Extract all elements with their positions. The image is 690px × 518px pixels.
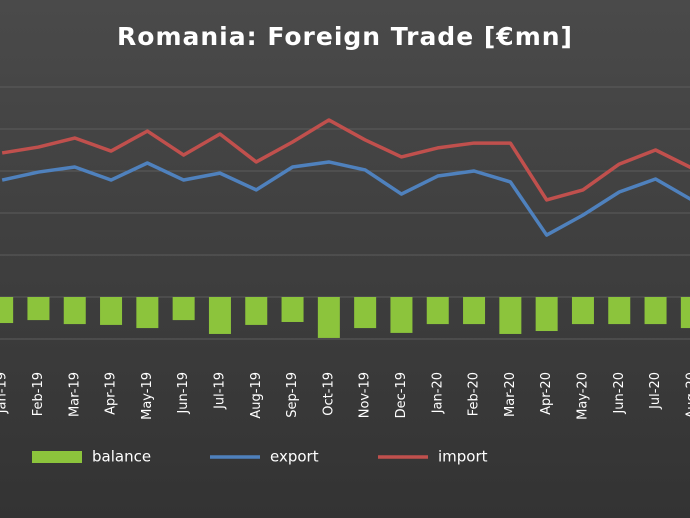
bar <box>390 297 413 333</box>
x-tick-label: Jul-20 <box>648 372 663 410</box>
x-tick-label: Sep-19 <box>285 372 300 418</box>
x-tick-label: Jun-19 <box>176 372 191 415</box>
x-tick-label: Mar-19 <box>67 372 82 417</box>
x-tick-label: Jun-20 <box>612 372 627 415</box>
x-tick-label: Jan-20 <box>430 372 445 414</box>
x-tick-label: Aug-20 <box>684 372 690 419</box>
x-tick-label: May-20 <box>575 372 590 420</box>
bar <box>208 297 231 334</box>
legend-label: export <box>270 448 319 466</box>
x-tick-label: Apr-19 <box>104 372 119 415</box>
bar <box>245 297 268 325</box>
x-tick-label: Apr-20 <box>539 372 554 415</box>
x-tick-label: Aug-19 <box>249 372 264 419</box>
bar <box>317 297 340 338</box>
chart-title: Romania: Foreign Trade [€mn] <box>117 22 573 51</box>
bar <box>136 297 159 329</box>
bar <box>354 297 377 329</box>
x-tick-label: Feb-20 <box>467 372 482 416</box>
legend-swatch <box>32 451 82 463</box>
bar <box>608 297 631 325</box>
x-tick-label: Jul-19 <box>212 372 227 410</box>
bar <box>463 297 486 325</box>
bar <box>281 297 304 322</box>
bar <box>63 297 86 325</box>
x-tick-label: Oct-19 <box>321 372 336 416</box>
legend-label: import <box>438 448 488 466</box>
bar <box>680 297 690 329</box>
legend-label: balance <box>92 448 151 466</box>
x-tick-label: Jan-19 <box>0 372 10 414</box>
x-tick-label: Dec-19 <box>394 372 409 418</box>
line <box>1 118 690 202</box>
bar <box>426 297 449 325</box>
bar <box>499 297 522 334</box>
x-tick-label: Mar-20 <box>503 372 518 417</box>
x-tick-label: May-19 <box>140 372 155 420</box>
bar <box>100 297 123 325</box>
bar <box>535 297 558 332</box>
bar <box>27 297 50 321</box>
bar <box>0 297 14 324</box>
line <box>1 160 690 237</box>
bar <box>644 297 667 325</box>
x-tick-label: Feb-19 <box>31 372 46 416</box>
x-tick-label: Nov-19 <box>358 372 373 418</box>
bar <box>172 297 195 321</box>
bar <box>571 297 594 325</box>
